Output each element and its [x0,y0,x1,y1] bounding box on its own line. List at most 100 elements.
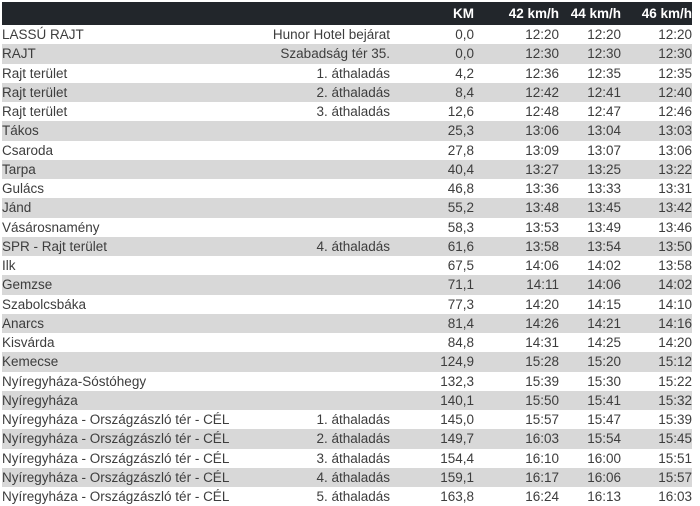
cell-time-46kmh: 13:06 [658,142,692,158]
table-row: LASSÚ RAJT Hunor Hotel bejárat 0,0 12:20 12:… [2,25,692,45]
table-row: Rajt terület 1. áthaladás 4,2 12:36 12:35 12:… [2,63,692,83]
cell-time-42kmh: 16:17 [525,469,559,485]
table-row: Nyíregyháza - Országzászló tér - CÉL 4. á… [2,467,692,487]
cell-time-44kmh: 16:13 [587,489,621,505]
table-row: Nyíregyháza - Országzászló tér - CÉL 3. á… [2,448,692,468]
cell-time-46kmh: 15:39 [658,412,692,428]
cell-km: 149,7 [440,431,474,447]
timing-table-head: KM 42 km/h 44 km/h 46 km/h [2,2,692,25]
cell-time-42kmh: 13:58 [525,238,559,254]
cell-km: 84,8 [447,335,474,351]
cell-location: Tarpa [2,161,36,177]
cell-time-42kmh: 13:53 [525,219,559,235]
header-46kmh: 46 km/h [641,6,692,21]
cell-location: Szabolcsbáka [2,296,87,312]
cell-location: SPR - Rajt terület [2,238,108,254]
table-row: Nyíregyháza - Országzászló tér - CÉL 5. á… [2,487,692,506]
table-row: Gemzse 71,1 14:11 14:06 14:02 [2,275,692,295]
cell-time-42kmh: 14:26 [525,315,559,331]
cell-time-44kmh: 12:20 [587,27,621,43]
cell-detail: 3. áthaladás [316,450,390,466]
cell-time-42kmh: 16:03 [525,431,559,447]
table-row: Csaroda 27,8 13:09 13:07 13:06 [2,140,692,160]
cell-time-46kmh: 15:51 [658,450,692,466]
cell-time-44kmh: 15:41 [587,392,621,408]
cell-km: 154,4 [440,450,474,466]
cell-detail [240,179,390,198]
header-location [2,2,240,25]
cell-time-42kmh: 13:06 [525,123,559,139]
cell-location: RAJT [2,46,36,62]
cell-location: Nyíregyháza-Sóstóhegy [2,373,147,389]
cell-time-42kmh: 14:11 [526,277,559,293]
table-row: Tarpa 40,4 13:27 13:25 13:22 [2,159,692,179]
cell-location: Jánd [2,200,32,216]
cell-time-44kmh: 16:00 [587,450,621,466]
header-42kmh: 42 km/h [508,6,559,21]
table-row: Nyíregyháza 140,1 15:50 15:41 15:32 [2,390,692,410]
cell-time-42kmh: 15:28 [525,354,559,370]
cell-time-44kmh: 16:06 [587,469,621,485]
cell-time-46kmh: 12:46 [658,104,692,120]
cell-time-42kmh: 16:24 [525,489,559,505]
cell-time-46kmh: 13:58 [658,258,692,274]
cell-km: 163,8 [440,489,474,505]
cell-km: 124,9 [440,354,474,370]
cell-km: 40,4 [447,161,474,177]
cell-time-42kmh: 12:48 [525,104,559,120]
cell-detail [240,141,390,160]
cell-time-46kmh: 15:22 [658,373,692,389]
cell-time-46kmh: 13:50 [658,238,692,254]
cell-location: Csaroda [2,142,54,158]
cell-time-42kmh: 15:39 [525,373,559,389]
cell-km: 0,0 [455,27,474,43]
cell-location: Rajt terület [2,65,68,81]
cell-location: Nyíregyháza - Országzászló tér - CÉL [2,450,230,466]
cell-time-42kmh: 16:10 [525,450,559,466]
cell-detail [240,314,390,333]
cell-km: 58,3 [447,219,474,235]
table-row: Ilk 67,5 14:06 14:02 13:58 [2,256,692,276]
cell-time-44kmh: 12:47 [587,104,621,120]
cell-detail [240,391,390,410]
cell-detail: 3. áthaladás [316,104,390,120]
table-row: RAJT Szabadság tér 35. 0,0 12:30 12:30 12:30 [2,44,692,64]
cell-time-46kmh: 13:42 [658,200,692,216]
cell-time-46kmh: 15:45 [658,431,692,447]
header-row: KM 42 km/h 44 km/h 46 km/h [2,2,692,25]
cell-time-42kmh: 13:36 [525,181,559,197]
cell-location: Vásárosnamény [2,219,100,235]
cell-time-46kmh: 13:46 [658,219,692,235]
table-row: Nyíregyháza - Országzászló tér - CÉL 1. á… [2,410,692,430]
cell-time-42kmh: 13:48 [525,200,559,216]
cell-time-46kmh: 13:03 [658,123,692,139]
cell-time-42kmh: 13:27 [525,161,559,177]
table-row: Jánd 55,2 13:48 13:45 13:42 [2,198,692,218]
table-row: Nyíregyháza-Sóstóhegy 132,3 15:39 15:30 15:2… [2,371,692,391]
cell-time-44kmh: 15:54 [587,431,621,447]
cell-time-44kmh: 13:04 [587,123,621,139]
cell-km: 0,0 [455,46,474,62]
cell-location: Gulács [2,181,45,197]
timing-table-body: LASSÚ RAJT Hunor Hotel bejárat 0,0 12:20 12:… [2,25,692,506]
table-row: SPR - Rajt terület 4. áthaladás 61,6 13:58 1… [2,236,692,256]
cell-detail: 5. áthaladás [316,489,390,505]
table-row: Nyíregyháza - Országzászló tér - CÉL 2. á… [2,429,692,449]
cell-location: Tákos [2,123,39,139]
cell-time-46kmh: 15:32 [658,392,692,408]
cell-time-46kmh: 14:16 [658,315,692,331]
cell-time-44kmh: 15:30 [587,373,621,389]
cell-time-44kmh: 14:02 [587,258,621,274]
cell-time-46kmh: 13:22 [658,161,692,177]
cell-km: 25,3 [447,123,474,139]
cell-time-42kmh: 14:20 [525,296,559,312]
cell-time-42kmh: 12:30 [525,46,559,62]
table-row: Rajt terület 3. áthaladás 12,6 12:48 12:47 12… [2,102,692,122]
cell-time-44kmh: 13:33 [587,181,621,197]
cell-time-44kmh: 13:49 [587,219,621,235]
table-row: Tákos 25,3 13:06 13:04 13:03 [2,121,692,141]
cell-km: 132,3 [440,373,474,389]
cell-km: 27,8 [447,142,474,158]
